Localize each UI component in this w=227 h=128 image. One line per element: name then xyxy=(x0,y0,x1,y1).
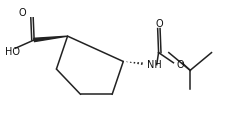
Polygon shape xyxy=(34,36,67,42)
Text: HO: HO xyxy=(5,47,20,57)
Text: O: O xyxy=(175,60,183,70)
Text: NH: NH xyxy=(146,60,160,70)
Text: O: O xyxy=(18,8,26,18)
Text: O: O xyxy=(155,19,163,29)
